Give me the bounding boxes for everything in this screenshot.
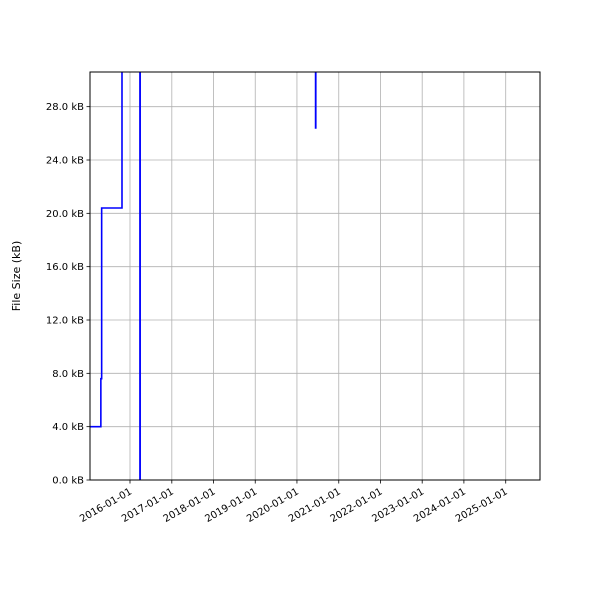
y-tick-label: 4.0 kB	[52, 422, 84, 433]
y-tick-label: 8.0 kB	[52, 369, 84, 380]
plot-frame	[89, 71, 541, 481]
y-axis-label: File Size (kB)	[10, 241, 23, 311]
y-tick-label: 24.0 kB	[46, 156, 84, 167]
y-tick-label: 12.0 kB	[46, 316, 84, 327]
y-tick-label: 0.0 kB	[52, 476, 84, 487]
data-series-line	[90, 72, 317, 480]
y-tick-label: 28.0 kB	[46, 102, 84, 113]
y-tick-label: 20.0 kB	[46, 209, 84, 220]
y-tick-label: 16.0 kB	[46, 262, 84, 273]
